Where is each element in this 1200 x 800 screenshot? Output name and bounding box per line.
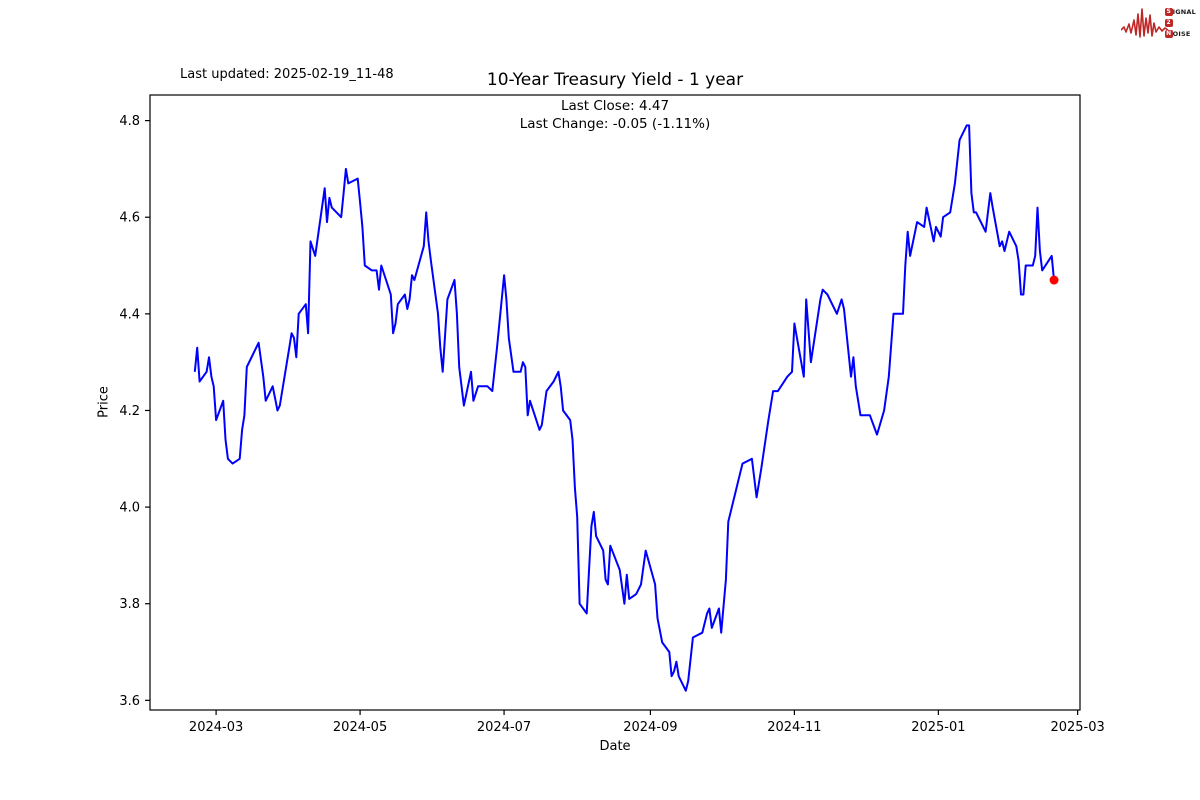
y-axis-label: Price — [96, 386, 112, 418]
y-tick-label: 4.6 — [119, 211, 140, 226]
x-tick-label: 2025-01 — [911, 720, 965, 735]
last-close-marker — [1049, 275, 1059, 285]
x-tick-label: 2025-03 — [1050, 720, 1104, 735]
x-tick-label: 2024-11 — [767, 720, 821, 735]
last-updated-text: Last updated: 2025-02-19_11-48 — [180, 67, 394, 82]
last-change-text: Last Change: -0.05 (-1.11%) — [519, 116, 711, 132]
logo-badge-s: S — [1164, 8, 1173, 16]
y-tick-label: 4.0 — [119, 501, 140, 516]
axes-frame — [149, 94, 1081, 711]
waveform-icon — [1121, 8, 1169, 38]
x-tick-label: 2024-09 — [623, 720, 677, 735]
y-tick-label: 4.8 — [119, 114, 140, 129]
y-tick-label: 4.2 — [119, 404, 140, 419]
x-tick-label: 2024-03 — [189, 720, 243, 735]
logo-row-2: 2 — [1164, 18, 1196, 28]
x-axis-label: Date — [599, 739, 631, 754]
chart-title: 10-Year Treasury Yield - 1 year — [486, 70, 744, 90]
logo-row-noise: N OISE — [1164, 29, 1191, 38]
y-tick-label: 3.8 — [119, 597, 140, 612]
y-tick-label: 4.4 — [119, 307, 140, 322]
signal2noise-logo: S IGNAL 2 N OISE — [1121, 4, 1196, 46]
logo-badge-2: 2 — [1164, 19, 1173, 27]
x-tick-label: 2024-07 — [477, 720, 531, 735]
price-line — [193, 124, 1055, 692]
logo-badge-n: N — [1164, 30, 1173, 38]
x-tick-label: 2024-05 — [333, 720, 387, 735]
y-tick-label: 3.6 — [119, 694, 140, 709]
logo-row-signal: S IGNAL — [1164, 7, 1196, 16]
last-close-text: Last Close: 4.47 — [560, 98, 670, 114]
